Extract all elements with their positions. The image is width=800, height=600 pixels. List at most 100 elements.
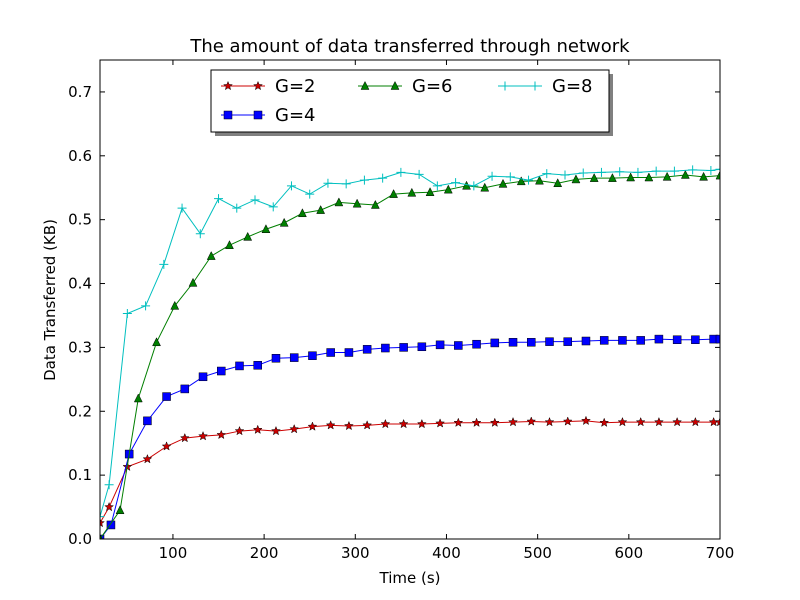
data-point-G=6 [316,205,326,214]
legend-marker [253,110,263,120]
y-tick-label: 0.3 [68,338,92,356]
series-G=4 [100,334,720,539]
data-point-G=2 [581,415,591,426]
y-tick-label: 0.4 [68,275,92,293]
data-point-G=2 [690,416,701,427]
series-G=8 [100,164,720,522]
data-point-G=6 [571,174,581,184]
x-tick-label: 300 [341,544,370,562]
x-tick-label: 400 [432,544,461,562]
data-point-G=8 [560,170,570,180]
data-point-G=4 [508,338,518,347]
data-point-G=4 [143,416,152,426]
data-point-G=8 [505,172,515,182]
y-tick-label: 0.0 [68,530,92,548]
legend-item-G=6: G=6 [358,76,452,97]
data-point-G=4 [362,345,372,354]
legend-label: G=4 [275,105,315,126]
data-point-G=8 [195,229,205,239]
data-point-G=8 [615,167,625,177]
data-point-G=8 [122,309,132,319]
data-point-G=2 [289,423,300,434]
data-point-G=6 [188,277,198,287]
data-point-G=6 [370,199,380,209]
data-point-G=6 [334,197,344,207]
data-point-G=4 [399,343,408,352]
data-point-G=6 [243,231,253,241]
data-point-G=8 [524,175,534,185]
data-point-G=4 [599,336,609,345]
data-point-G=4 [326,348,335,357]
data-point-G=8 [268,202,278,212]
data-point-G=6 [425,187,435,196]
data-point-G=2 [562,416,573,426]
data-point-G=8 [542,169,552,179]
data-point-G=6 [352,198,362,208]
y-tick-label: 0.1 [68,466,92,484]
data-point-G=8 [159,259,169,269]
data-point-G=2 [271,425,281,436]
plot-frame [99,59,721,540]
y-tick-label: 0.6 [68,147,92,165]
y-axis-title: Data Transferred (KB) [41,219,59,381]
y-tick-label: 0.2 [68,402,92,420]
data-point-G=6 [662,171,672,181]
legend-marker [360,80,370,90]
ticks-layer: 100 200 300 400 500 600 700 0.0 0.1 0.2 0.3 0.4 0.5 0… [68,60,734,562]
data-point-G=4 [691,335,700,344]
data-point-G=2 [252,424,263,435]
data-point-G=6 [206,251,216,260]
data-point-G=4 [618,336,627,345]
data-point-G=6 [715,170,720,180]
data-point-G=4 [198,372,208,382]
x-tick-label: 500 [523,544,552,562]
legend-marker [500,81,510,91]
data-point-G=6 [225,240,234,249]
data-point-G=4 [417,342,427,352]
legend: G=2 G=4 G=6 G=8 [210,69,613,136]
data-point-G=2 [617,416,628,427]
x-axis-title: Time (s) [379,569,441,587]
data-point-G=4 [435,340,445,350]
series-G=6 [100,169,720,539]
y-tick-label: 0.5 [68,211,92,229]
data-point-G=6 [553,178,563,188]
data-point-G=2 [416,418,427,429]
data-point-G=4 [472,339,481,349]
data-point-G=6 [680,169,690,179]
legend-marker [253,80,263,91]
data-point-G=8 [250,195,260,205]
data-point-G=8 [715,164,720,174]
data-point-G=8 [286,181,296,191]
data-point-G=4 [308,351,317,360]
data-point-G=8 [100,512,105,522]
x-tick-label: 100 [159,544,188,562]
data-point-G=4 [454,341,463,350]
legend-label: G=8 [552,76,592,97]
data-point-G=4 [636,336,645,345]
data-point-G=2 [489,417,500,427]
data-point-G=2 [216,429,227,440]
data-point-G=6 [298,208,307,218]
data-point-G=6 [699,171,708,181]
data-point-G=8 [451,178,461,188]
legend-marker [223,80,233,91]
data-point-G=4 [672,335,682,344]
data-point-G=8 [688,165,698,175]
data-point-G=2 [325,420,336,430]
series-line-G=2 [100,420,720,524]
data-point-G=2 [471,417,482,427]
chart-title: The amount of data transferred through n… [189,36,630,57]
data-point-G=2 [435,418,446,428]
data-point-G=4 [490,338,500,348]
legend-marker [223,110,233,120]
data-point-G=4 [715,334,720,344]
data-point-G=6 [589,173,599,182]
data-point-G=2 [508,416,518,427]
data-point-G=8 [469,181,479,191]
data-point-G=4 [162,392,171,401]
data-point-G=4 [344,348,354,357]
data-point-G=2 [362,420,373,430]
data-point-G=4 [289,353,299,362]
data-point-G=2 [599,417,610,427]
